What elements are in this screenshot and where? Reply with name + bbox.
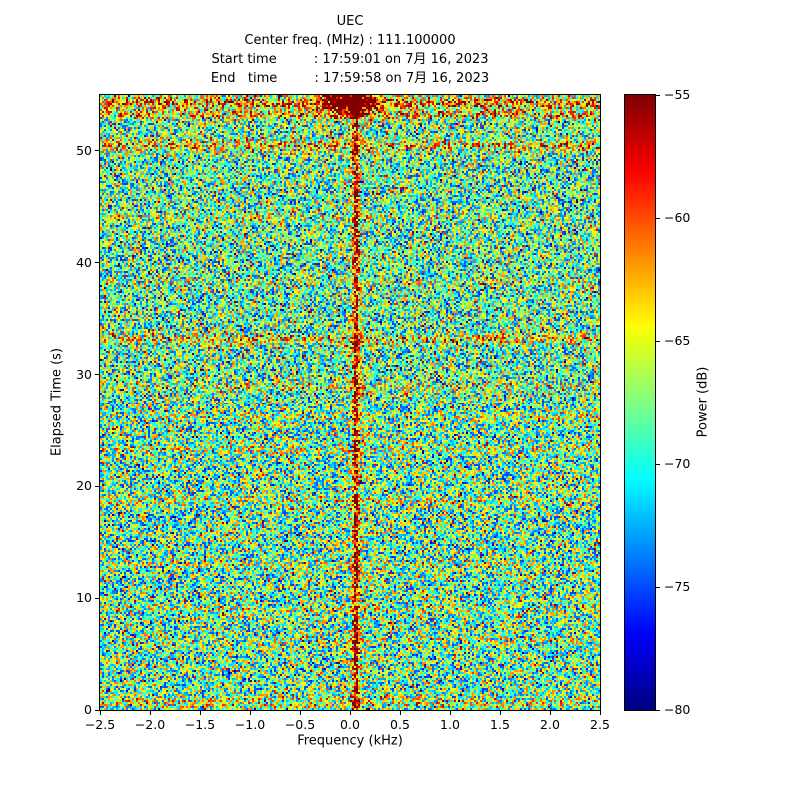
- end-time-line: End time : 17:59:58 on 7月 16, 2023: [210, 71, 490, 86]
- colorbar-tick-label: −55: [664, 87, 691, 102]
- colorbar-tick-label: −80: [664, 702, 691, 717]
- y-tick-mark: [95, 262, 99, 264]
- x-axis-label: Frequency (kHz): [297, 733, 403, 749]
- x-tick-label: −1.0: [234, 717, 266, 732]
- y-tick-label: 20: [76, 478, 92, 494]
- x-tick-label: 2.0: [540, 717, 560, 732]
- colorbar-tick-mark: [656, 709, 660, 711]
- x-tick-label: −2.0: [134, 717, 166, 732]
- x-tick-mark: [349, 711, 351, 715]
- x-tick-label: 0.5: [390, 717, 410, 732]
- y-tick-label: 40: [76, 254, 92, 270]
- x-tick-label: −2.5: [84, 717, 116, 732]
- colorbar-gradient: [625, 95, 655, 710]
- colorbar-tick-label: −60: [664, 210, 691, 225]
- x-tick-label: −1.5: [184, 717, 216, 732]
- y-tick-mark: [95, 709, 99, 711]
- x-tick-mark: [499, 711, 501, 715]
- y-axis-label: Elapsed Time (s): [49, 347, 65, 457]
- x-tick-label: 2.5: [590, 717, 610, 732]
- x-tick-mark: [249, 711, 251, 715]
- start-time-line: Start time : 17:59:01 on 7月 16, 2023: [211, 52, 489, 67]
- x-tick-label: 1.0: [440, 717, 460, 732]
- y-tick-mark: [95, 597, 99, 599]
- colorbar-label: Power (dB): [695, 366, 711, 438]
- y-tick-label: 0: [84, 702, 92, 717]
- title-block: UEC Center freq. (MHz) : 111.100000 Star…: [100, 12, 600, 88]
- x-tick-mark: [549, 711, 551, 715]
- colorbar-tick-label: −70: [664, 456, 691, 471]
- colorbar-tick-mark: [656, 340, 660, 342]
- x-tick-mark: [99, 711, 101, 715]
- plot-title: UEC: [336, 14, 364, 29]
- y-tick-mark: [95, 485, 99, 487]
- center-frequency-line: Center freq. (MHz) : 111.100000: [244, 33, 456, 48]
- colorbar-tick-mark: [656, 94, 660, 96]
- colorbar-tick-label: −75: [664, 579, 691, 594]
- colorbar-tick-label: −65: [664, 333, 691, 348]
- y-tick-mark: [95, 150, 99, 152]
- y-tick-label: 30: [76, 366, 92, 382]
- x-tick-label: 1.5: [490, 717, 510, 732]
- x-tick-mark: [599, 711, 601, 715]
- y-tick-mark: [95, 374, 99, 376]
- colorbar-tick-mark: [656, 586, 660, 588]
- colorbar-tick-mark: [656, 463, 660, 465]
- x-tick-mark: [149, 711, 151, 715]
- x-tick-mark: [299, 711, 301, 715]
- x-tick-mark: [399, 711, 401, 715]
- colorbar-tick-mark: [656, 217, 660, 219]
- x-tick-label: 0.0: [340, 717, 360, 732]
- y-tick-label: 50: [76, 142, 92, 158]
- x-tick-mark: [449, 711, 451, 715]
- y-tick-label: 10: [76, 590, 92, 606]
- spectrogram-heatmap: [100, 95, 600, 710]
- x-tick-mark: [199, 711, 201, 715]
- x-tick-label: −0.5: [284, 717, 316, 732]
